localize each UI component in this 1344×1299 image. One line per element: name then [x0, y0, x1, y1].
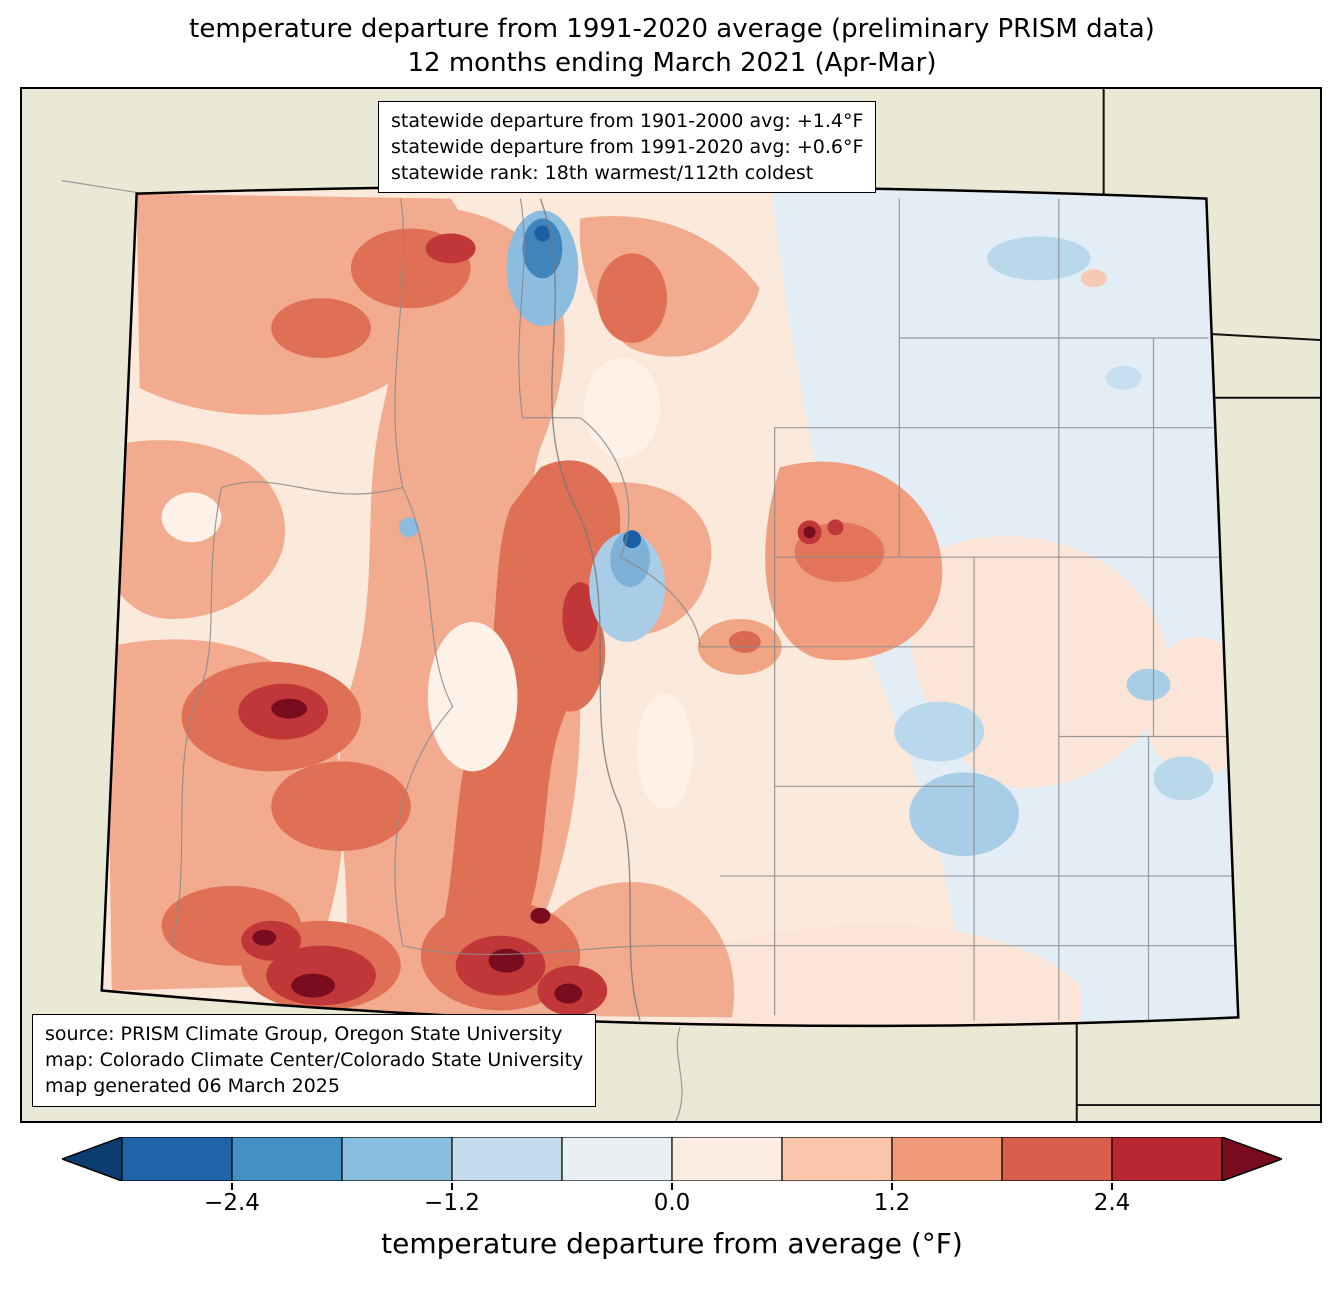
cold-anomaly-patches	[398, 210, 1214, 856]
colorbar-tick-mark	[890, 1182, 893, 1190]
stats-line-1: statewide departure from 1901-2000 avg: …	[391, 109, 864, 132]
stats-line-3: statewide rank: 18th warmest/112th colde…	[391, 162, 814, 185]
source-line-2: map: Colorado Climate Center/Colorado St…	[45, 1049, 584, 1072]
title-line-2: 12 months ending March 2021 (Apr-Mar)	[407, 48, 937, 79]
colorbar-gradient	[59, 1135, 1285, 1182]
colorbar-tick-label: −2.4	[204, 1189, 260, 1216]
county-borders	[170, 198, 1239, 1021]
colorbar-tick-label: 0.0	[653, 1189, 691, 1216]
colorbar-tick-mark	[1110, 1182, 1113, 1190]
colorbar-tick-label: −1.2	[424, 1189, 480, 1216]
colorbar-tick-label: 2.4	[1093, 1189, 1131, 1216]
map-frame: statewide departure from 1901-2000 avg: …	[20, 86, 1322, 1123]
source-line-1: source: PRISM Climate Group, Oregon Stat…	[45, 1022, 563, 1045]
colorbar-tick-mark	[670, 1182, 673, 1190]
page-title: temperature departure from 1991-2020 ave…	[0, 0, 1344, 81]
statewide-stats-box: statewide departure from 1901-2000 avg: …	[378, 100, 877, 194]
divide-line	[539, 197, 641, 1021]
colorbar-tick-mark	[450, 1182, 453, 1190]
colorbar-ticks: −2.4 −1.2 0.0 1.2 2.4	[122, 1181, 1222, 1221]
colorbar-tick-label: 1.2	[873, 1189, 911, 1216]
source-line-3: map generated 06 March 2025	[45, 1075, 340, 1098]
colorado-anomaly-map	[61, 88, 1320, 1121]
source-attribution-box: source: PRISM Climate Group, Oregon Stat…	[32, 1013, 597, 1107]
state-interior	[101, 185, 1239, 1026]
neutral-pockets	[161, 357, 693, 809]
colorbar-axis-label: temperature departure from average (°F)	[381, 1226, 963, 1260]
colorbar-tick-mark	[230, 1182, 233, 1190]
colorbar: −2.4 −1.2 0.0 1.2 2.4 temperature departure …	[59, 1135, 1285, 1260]
title-line-1: temperature departure from 1991-2020 ave…	[189, 14, 1155, 44]
stats-line-2: statewide departure from 1991-2020 avg: …	[391, 135, 864, 158]
margin-minor-lines	[61, 179, 683, 1121]
